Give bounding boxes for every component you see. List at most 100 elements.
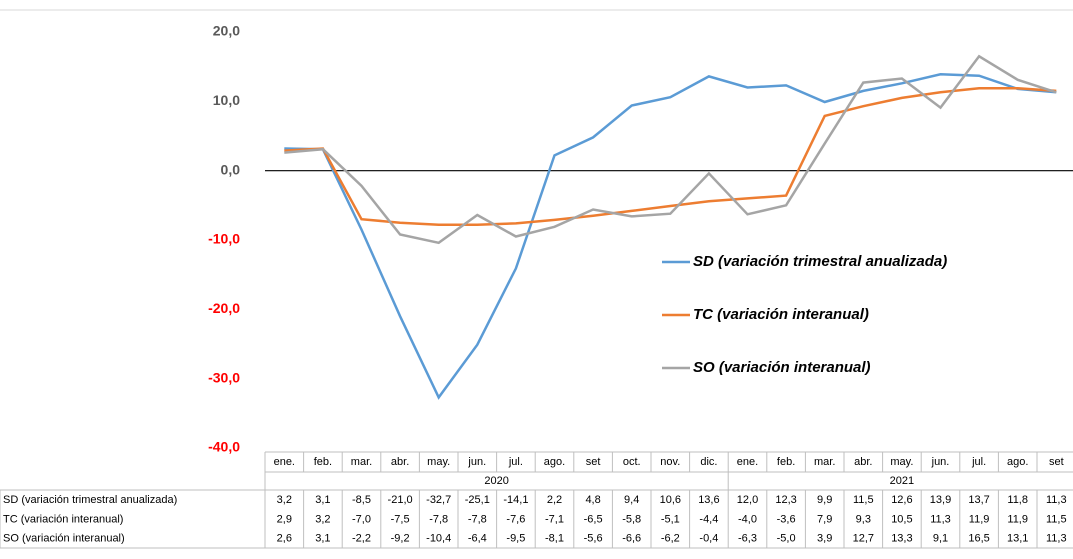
table-value: -7,0 — [352, 513, 371, 525]
legend-label: TC (variación interanual) — [693, 306, 869, 323]
table-value: 12,0 — [737, 494, 758, 506]
table-value: 11,3 — [930, 513, 951, 525]
table-value: -7,6 — [506, 513, 525, 525]
table-value: -5,1 — [661, 513, 680, 525]
table-value: 9,1 — [933, 532, 948, 544]
table-value: 3,1 — [315, 532, 330, 544]
table-value: 13,6 — [698, 494, 719, 506]
table-value: 7,9 — [817, 513, 832, 525]
table-value: -5,8 — [622, 513, 641, 525]
y-tick-label: -30,0 — [208, 369, 240, 385]
table-value: -2,2 — [352, 532, 371, 544]
table-value: -6,4 — [468, 532, 487, 544]
table-value: 16,5 — [968, 532, 989, 544]
series-line — [284, 73, 1057, 400]
y-tick-label: 0,0 — [221, 161, 241, 177]
table-value: -4,4 — [699, 513, 718, 525]
table-value: 10,6 — [660, 494, 681, 506]
table-value: 3,9 — [817, 532, 832, 544]
x-tick-label: ene. — [737, 456, 758, 468]
table-value: 11,3 — [1046, 532, 1067, 544]
table-row-label: SD (variación trimestral anualizada) — [3, 494, 177, 506]
x-group-label: 2020 — [484, 475, 508, 487]
table-value: 10,5 — [891, 513, 912, 525]
table-value: -3,6 — [777, 513, 796, 525]
table-value: -9,5 — [506, 532, 525, 544]
table-value: 4,8 — [585, 494, 600, 506]
x-tick-label: jun. — [931, 456, 950, 468]
table-value: 9,9 — [817, 494, 832, 506]
legend-label: SD (variación trimestral anualizada) — [693, 253, 947, 270]
table-value: 11,9 — [1007, 513, 1028, 525]
series-line — [284, 86, 1057, 226]
table-value: -32,7 — [426, 494, 451, 506]
table-value: -6,3 — [738, 532, 757, 544]
table-value: -8,1 — [545, 532, 564, 544]
table-value: -0,4 — [699, 532, 718, 544]
table-value: 2,6 — [277, 532, 292, 544]
table-value: 3,2 — [315, 513, 330, 525]
table-value: -5,0 — [777, 532, 796, 544]
x-tick-label: abr. — [854, 456, 872, 468]
table-value: 13,3 — [891, 532, 912, 544]
y-tick-label: 10,0 — [213, 92, 240, 108]
table-value: 11,8 — [1007, 494, 1028, 506]
x-tick-label: feb. — [777, 456, 795, 468]
x-tick-label: jun. — [467, 456, 486, 468]
table-value: 12,6 — [891, 494, 912, 506]
y-tick-label: -20,0 — [208, 300, 240, 316]
table-value: 12,3 — [775, 494, 796, 506]
x-tick-label: may. — [427, 456, 450, 468]
table-value: -14,1 — [503, 494, 528, 506]
table-value: 12,7 — [853, 532, 874, 544]
table-value: -6,5 — [584, 513, 603, 525]
x-tick-label: set — [1049, 456, 1064, 468]
y-tick-label: -40,0 — [208, 439, 240, 455]
table-value: 9,4 — [624, 494, 639, 506]
table-row-label: TC (variación interanual) — [3, 513, 123, 525]
table-value: 13,1 — [1007, 532, 1028, 544]
table-value: 9,3 — [856, 513, 871, 525]
x-tick-label: ago. — [544, 456, 565, 468]
table-value: 2,2 — [547, 494, 562, 506]
table-value: -21,0 — [388, 494, 413, 506]
table-value: 3,2 — [277, 494, 292, 506]
x-tick-label: dic. — [700, 456, 717, 468]
table-value: 11,3 — [1046, 494, 1067, 506]
table-value: 11,5 — [853, 494, 874, 506]
x-tick-label: oct. — [623, 456, 641, 468]
legend-label: SO (variación interanual) — [693, 359, 871, 376]
x-tick-label: set — [586, 456, 601, 468]
x-group-label: 2021 — [890, 475, 914, 487]
table-value: -8,5 — [352, 494, 371, 506]
series-line — [284, 54, 1057, 245]
table-value: -4,0 — [738, 513, 757, 525]
table-value: -10,4 — [426, 532, 451, 544]
table-value: -6,2 — [661, 532, 680, 544]
x-tick-label: jul. — [971, 456, 986, 468]
table-value: -6,6 — [622, 532, 641, 544]
table-value: 3,1 — [315, 494, 330, 506]
x-tick-label: mar. — [814, 456, 835, 468]
y-tick-label: -10,0 — [208, 231, 240, 247]
table-value: 2,9 — [277, 513, 292, 525]
x-tick-label: jul. — [508, 456, 523, 468]
y-tick-label: 20,0 — [213, 23, 240, 39]
table-value: -7,8 — [468, 513, 487, 525]
table-value: -7,8 — [429, 513, 448, 525]
table-value: -25,1 — [465, 494, 490, 506]
table-value: 11,9 — [969, 513, 990, 525]
table-value: 11,5 — [1046, 513, 1067, 525]
x-tick-label: abr. — [391, 456, 409, 468]
table-value: -7,5 — [391, 513, 410, 525]
table-value: -9,2 — [391, 532, 410, 544]
table-value: 13,9 — [930, 494, 951, 506]
table-value: -5,6 — [584, 532, 603, 544]
x-tick-label: ene. — [274, 456, 295, 468]
x-tick-label: nov. — [660, 456, 680, 468]
table-value: 13,7 — [968, 494, 989, 506]
x-tick-label: feb. — [314, 456, 332, 468]
table-row-label: SO (variación interanual) — [3, 532, 125, 544]
